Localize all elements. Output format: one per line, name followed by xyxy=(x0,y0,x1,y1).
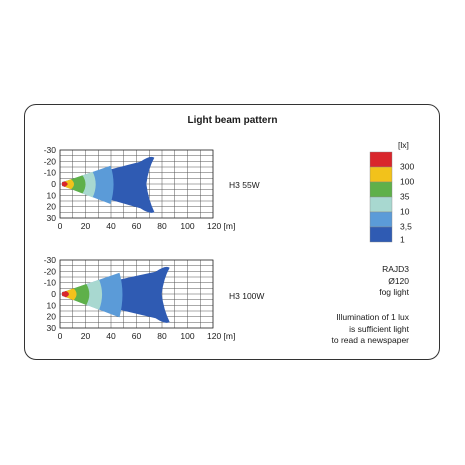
legend-label-300: 300 xyxy=(400,162,414,172)
legend-label-10: 10 xyxy=(400,207,410,217)
info-card xyxy=(24,104,440,360)
chart2-ytick-label: -30 xyxy=(44,255,57,265)
note-line-1: Illumination of 1 lux xyxy=(336,312,409,322)
chart1-xtick-label: 80 xyxy=(157,221,167,231)
chart-label-100w: H3 100W xyxy=(229,291,265,301)
chart1-ytick-label: 20 xyxy=(47,202,57,212)
legend-swatch-3-5 xyxy=(369,211,393,228)
chart1-ytick-label: -30 xyxy=(44,145,57,155)
chart2-ytick-label: 20 xyxy=(47,312,57,322)
chart1-xtick-label: 120 [m] xyxy=(207,221,235,231)
chart1-frame xyxy=(59,149,214,219)
chart1-ytick-label: 0 xyxy=(51,179,56,189)
chart2-frame xyxy=(59,259,214,329)
chart1-ytick-label: -20 xyxy=(44,156,57,166)
chart1-zone-300lx xyxy=(62,181,68,187)
legend-label-3-5: 3,5 xyxy=(400,222,412,232)
legend-swatch-1 xyxy=(369,226,393,243)
chart1-xtick-label: 60 xyxy=(132,221,142,231)
model-name: RAJD3 xyxy=(382,264,409,274)
chart2-xtick-label: 20 xyxy=(81,331,91,341)
chart2-xtick-label: 120 [m] xyxy=(207,331,235,341)
chart2-xtick-label: 80 xyxy=(157,331,167,341)
lux-note: Illumination of 1 lux is sufficient ligh… xyxy=(332,312,410,347)
note-line-3: to read a newspaper xyxy=(331,335,410,345)
lamp-diameter: Ø120 xyxy=(388,275,409,286)
chart2-xtick-label: 0 xyxy=(58,331,63,341)
chart2-ytick-label: 10 xyxy=(47,300,57,310)
card-title: Light beam pattern xyxy=(187,115,278,126)
note-line-2: is sufficient light xyxy=(349,323,409,334)
chart1-ytick-label: -10 xyxy=(44,168,57,178)
lamp-info: RAJD3 Ø120 fog light xyxy=(379,264,409,299)
legend-swatch-300 xyxy=(369,151,393,168)
chart1-xtick-label: 20 xyxy=(81,221,91,231)
legend-swatch-10 xyxy=(369,196,393,213)
chart2-zone-300lx xyxy=(62,290,69,298)
legend-label-1: 1 xyxy=(400,235,405,245)
chart2-ytick-label: 30 xyxy=(47,323,57,333)
lamp-type: fog light xyxy=(379,287,409,297)
chart1-xtick-label: 100 xyxy=(180,221,194,231)
chart1-xtick-label: 0 xyxy=(58,221,63,231)
chart-label-55w: H3 55W xyxy=(229,180,260,190)
chart1-ytick-label: 30 xyxy=(47,213,57,223)
legend-label-100: 100 xyxy=(400,177,414,187)
chart2-xtick-label: 40 xyxy=(106,331,116,341)
legend-unit: [lx] xyxy=(398,140,409,150)
legend-swatch-100 xyxy=(369,166,393,183)
legend-swatch-35 xyxy=(369,181,393,198)
chart1-ytick-label: 10 xyxy=(47,190,57,200)
chart2-ytick-label: -20 xyxy=(44,266,57,276)
chart2-xtick-label: 60 xyxy=(132,331,142,341)
chart2-xtick-label: 100 xyxy=(180,331,194,341)
chart2-ytick-label: -10 xyxy=(44,278,57,288)
chart2-ytick-label: 0 xyxy=(51,289,56,299)
chart1-xtick-label: 40 xyxy=(106,221,116,231)
legend-label-35: 35 xyxy=(400,192,410,202)
